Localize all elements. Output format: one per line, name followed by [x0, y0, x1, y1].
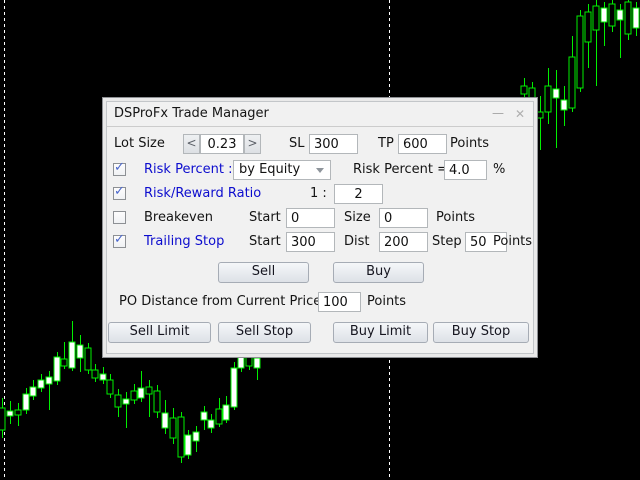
breakeven-checkbox[interactable]: [113, 211, 126, 224]
risk-percent-equals-label: Risk Percent =: [353, 162, 449, 177]
risk-percent-checkbox[interactable]: [113, 160, 126, 176]
lot-size-input[interactable]: [200, 134, 244, 154]
trailing-stop-checkbox[interactable]: [113, 232, 126, 248]
sl-input[interactable]: [309, 134, 358, 154]
breakeven-start-label: Start: [249, 210, 281, 225]
trailing-step-input[interactable]: [465, 232, 507, 252]
risk-reward-checkbox[interactable]: [113, 184, 126, 200]
sltp-points-label: Points: [450, 136, 490, 151]
sl-label: SL: [289, 136, 305, 151]
risk-percent-input[interactable]: [444, 160, 487, 180]
trailing-dist-input[interactable]: [379, 232, 428, 252]
po-distance-input[interactable]: [318, 292, 361, 312]
trailing-dist-label: Dist: [344, 234, 370, 249]
tp-input[interactable]: [398, 134, 447, 154]
sell-button[interactable]: Sell: [218, 262, 309, 283]
minimize-icon[interactable]: —: [492, 106, 504, 120]
breakeven-label: Breakeven: [144, 210, 213, 225]
ratio-prefix-label: 1 :: [310, 186, 327, 201]
panel-title: DSProFx Trade Manager: [114, 106, 269, 121]
panel-titlebar[interactable]: DSProFx Trade Manager — ✕: [107, 102, 533, 127]
ratio-input[interactable]: [334, 184, 383, 204]
lot-decrement-button[interactable]: <: [183, 134, 200, 154]
risk-percent-label: Risk Percent :: [144, 162, 233, 177]
po-points-label: Points: [367, 294, 407, 309]
trailing-stop-label: Trailing Stop: [144, 234, 225, 249]
percent-unit-label: %: [493, 162, 506, 177]
risk-reward-label: Risk/Reward Ratio: [144, 186, 262, 201]
breakeven-size-input[interactable]: [379, 208, 428, 228]
chevron-down-icon: [316, 168, 324, 173]
tp-label: TP: [378, 136, 394, 151]
trailing-points-label: Points: [493, 234, 533, 249]
buy-limit-button[interactable]: Buy Limit: [333, 322, 428, 343]
trailing-start-label: Start: [249, 234, 281, 249]
buy-button[interactable]: Buy: [333, 262, 424, 283]
buy-stop-button[interactable]: Buy Stop: [433, 322, 529, 343]
trade-manager-panel: DSProFx Trade Manager — ✕ Lot Size < > S…: [102, 97, 538, 358]
trailing-start-input[interactable]: [286, 232, 335, 252]
po-distance-label: PO Distance from Current Price: [119, 294, 322, 309]
risk-mode-selected-value: by Equity: [239, 162, 301, 177]
sell-stop-button[interactable]: Sell Stop: [218, 322, 311, 343]
lot-increment-button[interactable]: >: [244, 134, 261, 154]
close-icon[interactable]: ✕: [514, 107, 526, 121]
lot-size-label: Lot Size: [114, 136, 165, 151]
sell-limit-button[interactable]: Sell Limit: [108, 322, 211, 343]
breakeven-start-input[interactable]: [286, 208, 335, 228]
risk-mode-dropdown[interactable]: by Equity: [233, 160, 331, 180]
breakeven-size-label: Size: [344, 210, 371, 225]
trailing-step-label: Step: [432, 234, 462, 249]
breakeven-points-label: Points: [436, 210, 476, 225]
